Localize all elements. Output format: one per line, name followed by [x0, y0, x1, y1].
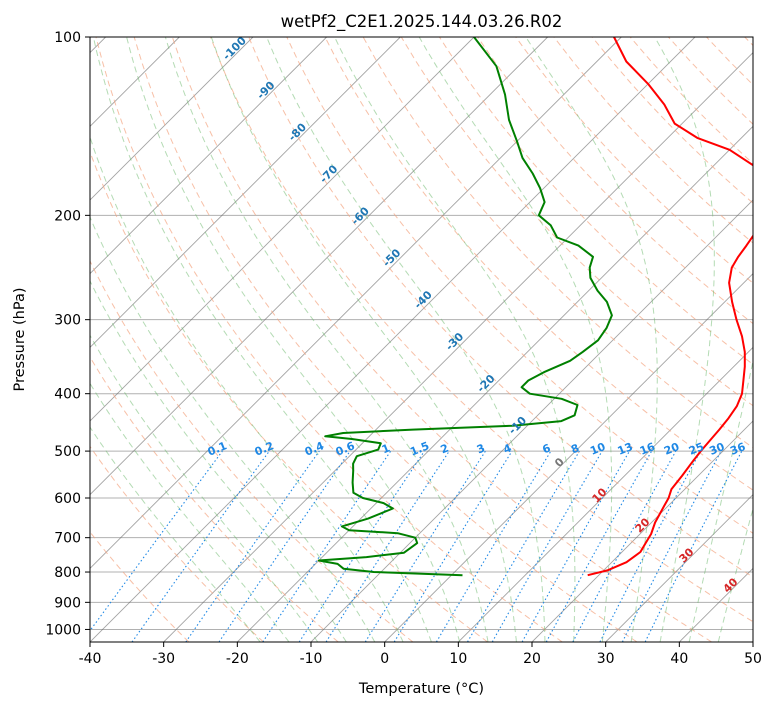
isotherm-line: [90, 37, 327, 275]
isotherm-line: [90, 37, 401, 348]
moist-adiabat-line: [717, 506, 753, 642]
mixing-ratio-label: 25: [687, 440, 706, 458]
moist-adiabat-line: [90, 135, 404, 642]
dry-adiabat-line: [90, 356, 339, 642]
dry-adiabat-line: [248, 37, 753, 578]
mixing-ratio-line: [521, 450, 630, 642]
dry-adiabat-line: [286, 37, 753, 534]
isotherm-line: [163, 52, 753, 642]
plot-frame: [89, 36, 754, 643]
x-axis-title: Temperature (°C): [358, 681, 484, 697]
temperature-line: [587, 37, 753, 577]
moist-adiabat-line: [90, 382, 290, 642]
y-tick-label: 300: [54, 313, 81, 329]
y-tick-label: 200: [54, 208, 81, 224]
moist-adiabat-line: [654, 37, 715, 642]
x-tick-label: 30: [597, 651, 615, 667]
mixing-ratio-line: [572, 450, 677, 642]
mixing-ratio-label: 3: [475, 441, 487, 456]
mixing-ratio-label: 36: [728, 440, 747, 458]
mixing-ratio-line: [393, 450, 513, 642]
moist-adiabat-line: [525, 37, 658, 642]
isotherm-line: [384, 273, 753, 642]
mixing-ratio-label: 2: [439, 441, 451, 456]
dry-adiabat-line: [95, 37, 563, 642]
isotherm-line: [90, 37, 475, 422]
moist-adiabat-line: [126, 37, 461, 642]
sounding-series: [317, 37, 753, 577]
isotherm-line: [90, 37, 254, 201]
mixing-ratio-line: [131, 450, 270, 642]
mixing-ratio-line: [90, 450, 223, 632]
y-tick-label: 700: [54, 531, 81, 547]
dewpoint-line: [317, 37, 613, 577]
isotherm-lines: [90, 37, 753, 642]
y-tick-label: 600: [54, 491, 81, 507]
y-tick-label: 900: [54, 595, 81, 611]
x-tick-label: -30: [152, 651, 175, 667]
mixing-ratio-line: [185, 450, 320, 642]
isotherm-line: [90, 37, 548, 496]
mixing-ratio-label: 20: [662, 440, 681, 458]
moist-adiabat-line: [92, 37, 432, 642]
y-tick-label: 400: [54, 387, 81, 403]
isotherm-line: [458, 346, 753, 642]
x-tick-label: 0: [380, 651, 389, 667]
moist-adiabat-line: [266, 37, 546, 642]
moist-adiabat-line: [90, 426, 261, 642]
y-tick-label: 1000: [45, 622, 81, 638]
moist-adiabat-line: [210, 37, 517, 642]
mixing-ratio-line: [218, 450, 351, 642]
y-tick-label: 100: [54, 30, 81, 46]
moist-adiabat-line: [90, 215, 376, 642]
x-tick-label: 50: [744, 651, 762, 667]
mixing-ratio-line: [644, 450, 743, 642]
isotherm-line: [90, 37, 622, 569]
dry-adiabat-line: [90, 445, 264, 642]
isotherm-line: [237, 125, 753, 642]
mixing-ratio-label: 10: [588, 440, 607, 458]
moist-adiabat-line: [164, 37, 489, 642]
dry-adiabat-line: [324, 37, 753, 491]
y-tick-label: 500: [54, 444, 81, 460]
moist-adiabat-line: [334, 37, 576, 642]
mixing-ratio-line: [262, 450, 392, 642]
pressure-gridlines: [90, 37, 753, 630]
x-tick-label: 40: [670, 651, 688, 667]
mixing-ratio-label: 1: [380, 441, 392, 456]
dry-adiabat-line: [90, 259, 414, 642]
dry-adiabat-lines: [90, 37, 753, 642]
moist-adiabat-line: [688, 358, 753, 642]
dry-adiabat-line: [171, 37, 712, 642]
mixing-ratio-line: [325, 450, 450, 642]
dry-adiabat-line: [210, 37, 753, 623]
x-tick-label: -40: [79, 651, 102, 667]
y-axis-title: Pressure (hPa): [12, 287, 28, 391]
isotherm-line: [605, 494, 753, 642]
mixing-ratio-lines: [90, 450, 743, 642]
isotherm-line: [90, 37, 696, 642]
dry-adiabat-line: [515, 37, 753, 284]
mixing-ratio-line: [545, 450, 653, 642]
x-tick-label: 10: [449, 651, 467, 667]
chart-title: wetPf2_C2E1.2025.144.03.26.R02: [281, 12, 563, 32]
x-tick-label: 20: [523, 651, 541, 667]
isotherm-line: [531, 420, 753, 642]
moist-adiabat-lines: [90, 37, 753, 642]
moist-adiabat-line: [90, 334, 319, 642]
x-tick-label: -20: [226, 651, 249, 667]
mixing-ratio-label: 30: [707, 440, 726, 458]
x-tick-label: -10: [300, 651, 323, 667]
plot-area: 0.1 0.2 0.4 0.6 1 1.5 2 3 4 6 8 10 13 16 20 25 30 36-100-…: [90, 37, 753, 642]
y-tick-label: 800: [54, 565, 81, 581]
mixing-ratio-line: [298, 450, 425, 642]
mixing-ratio-label: 13: [616, 440, 635, 458]
mixing-ratio-label: 16: [638, 440, 657, 458]
mixing-ratio-label: 8: [569, 441, 581, 456]
moist-adiabat-line: [418, 37, 613, 642]
axis-ticks: -40 -30 -20 -10 0 10 20 30 40 50 100 200 300 400 500 60…: [45, 30, 762, 667]
